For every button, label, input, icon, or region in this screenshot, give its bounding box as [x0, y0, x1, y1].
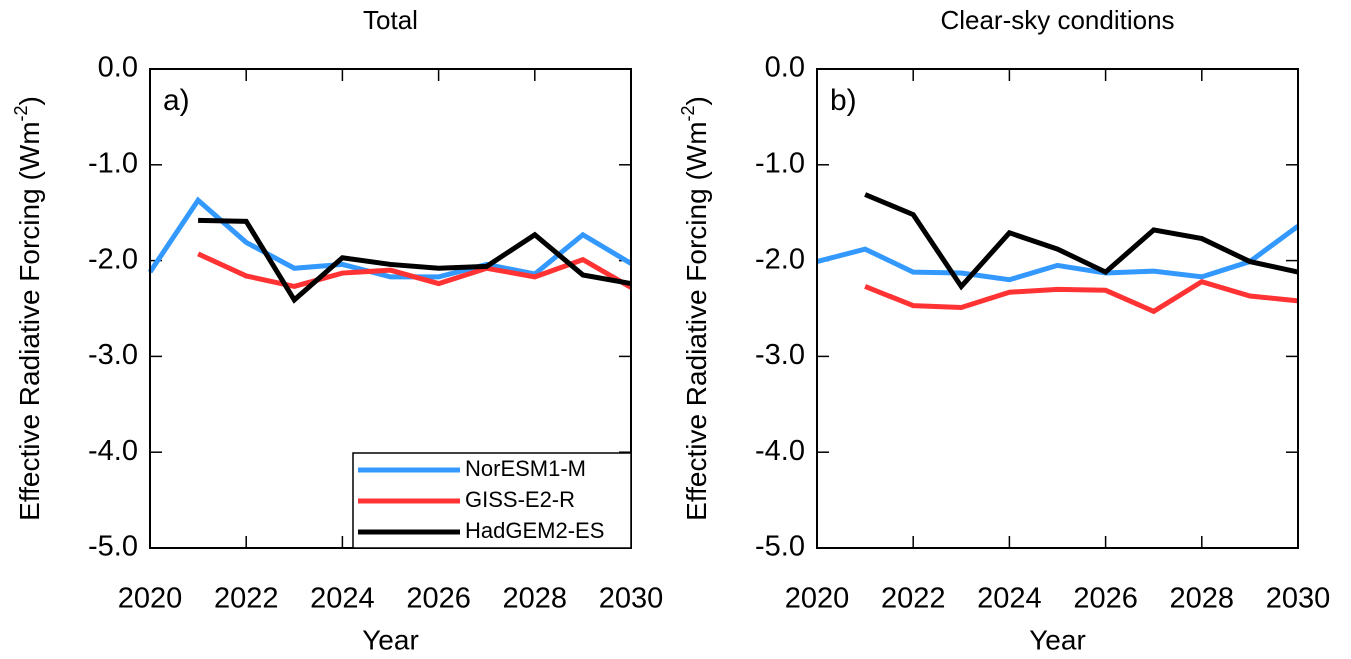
x-tick-label: 2022: [214, 583, 279, 615]
y-axis-title-sup: -2: [678, 105, 698, 121]
data-line: [816, 224, 1300, 283]
y-axis-title-close: ): [14, 96, 45, 105]
y-tick-label: -2.0: [755, 243, 805, 275]
y-tick-label: -2.0: [88, 243, 138, 275]
y-axis-title-text: Effective Radiative Forcing (Wm: [681, 121, 712, 520]
x-tick-label: 2026: [1073, 583, 1138, 615]
legend-label: GISS-E2-R: [465, 487, 575, 512]
panel-label: b): [830, 84, 857, 117]
legend-label: NorESM1-M: [465, 456, 586, 481]
y-tick-label: -5.0: [755, 531, 805, 563]
chart-panel: Total -5.0 -4.0 -3.0 -2.0 -1.0 0.0 2020 2022 2024…: [11, 5, 664, 656]
chart-title: Clear-sky conditions: [940, 5, 1174, 35]
y-tick-label: -1.0: [88, 147, 138, 179]
y-tick-label: -3.0: [755, 339, 805, 371]
x-tick-label: 2026: [406, 583, 471, 615]
chart-panel: Clear-sky conditions -5.0 -4.0 -3.0 -2.0 -1.0…: [678, 5, 1331, 656]
y-tick-label: 0.0: [98, 52, 138, 84]
y-axis-title-text: Effective Radiative Forcing (Wm: [14, 121, 45, 520]
x-axis-title: Year: [1029, 624, 1086, 655]
y-tick-label: -4.0: [88, 435, 138, 467]
legend-label: HadGEM2-ES: [465, 518, 604, 543]
x-tick-label: 2020: [785, 583, 850, 615]
x-tick-label: 2030: [1266, 583, 1331, 615]
x-axis-title: Year: [362, 624, 419, 655]
data-line: [147, 196, 633, 280]
y-tick-label: -3.0: [88, 339, 138, 371]
y-tick-label: -5.0: [88, 531, 138, 563]
y-tick-label: 0.0: [765, 52, 805, 84]
data-line: [864, 192, 1299, 291]
x-tick-label: 2022: [881, 583, 946, 615]
data-line: [198, 217, 632, 304]
y-axis-title-close: ): [681, 96, 712, 105]
y-tick-label: -4.0: [755, 435, 805, 467]
x-tick-label: 2024: [310, 583, 375, 615]
plot-frame: [816, 68, 1299, 549]
y-axis-title: Effective Radiative Forcing (Wm-2): [678, 96, 713, 521]
data-line: [197, 251, 633, 290]
x-tick-label: 2028: [1170, 583, 1235, 615]
y-tick-label: -1.0: [755, 147, 805, 179]
data-line: [864, 278, 1299, 315]
y-axis-title-sup: -2: [11, 105, 31, 121]
chart-title: Total: [363, 5, 418, 35]
x-tick-label: 2030: [599, 583, 664, 615]
y-axis-title: Effective Radiative Forcing (Wm-2): [11, 96, 46, 521]
panel-label: a): [163, 84, 190, 117]
x-tick-label: 2020: [118, 583, 183, 615]
x-tick-label: 2028: [503, 583, 568, 615]
x-tick-label: 2024: [977, 583, 1042, 615]
